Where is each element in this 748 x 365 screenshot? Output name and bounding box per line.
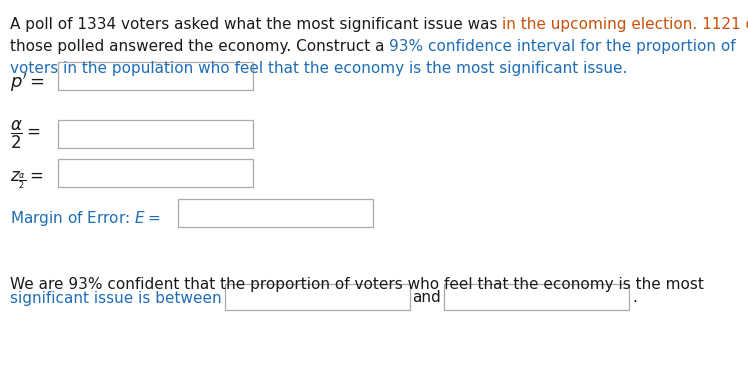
Text: in the upcoming election. 1121 of: in the upcoming election. 1121 of bbox=[503, 17, 748, 32]
Text: Margin of Error: $E=$: Margin of Error: $E=$ bbox=[10, 210, 160, 228]
Text: We are 93% confident that the proportion of voters who feel that the economy is : We are 93% confident that the proportion… bbox=[10, 277, 704, 292]
Text: significant issue is between: significant issue is between bbox=[10, 291, 221, 306]
FancyBboxPatch shape bbox=[58, 120, 253, 148]
FancyBboxPatch shape bbox=[444, 284, 629, 310]
Text: $p'=$: $p'=$ bbox=[10, 70, 45, 93]
Text: $\dfrac{\alpha}{2}=$: $\dfrac{\alpha}{2}=$ bbox=[10, 119, 40, 151]
FancyBboxPatch shape bbox=[224, 284, 410, 310]
Text: voters in the population who feel that the economy is the most significant issue: voters in the population who feel that t… bbox=[10, 61, 628, 76]
Text: A poll of 1334 voters asked what the most significant issue was: A poll of 1334 voters asked what the mos… bbox=[10, 17, 503, 32]
Text: 93% confidence interval for the proportion of: 93% confidence interval for the proporti… bbox=[390, 39, 736, 54]
FancyBboxPatch shape bbox=[58, 62, 253, 90]
Text: and: and bbox=[413, 291, 441, 306]
Text: those polled answered the economy. Construct a: those polled answered the economy. Const… bbox=[10, 39, 390, 54]
FancyBboxPatch shape bbox=[58, 159, 253, 187]
Text: .: . bbox=[632, 291, 637, 306]
Text: $z_{\frac{\alpha}{2}}=$: $z_{\frac{\alpha}{2}}=$ bbox=[10, 169, 43, 191]
FancyBboxPatch shape bbox=[178, 199, 373, 227]
